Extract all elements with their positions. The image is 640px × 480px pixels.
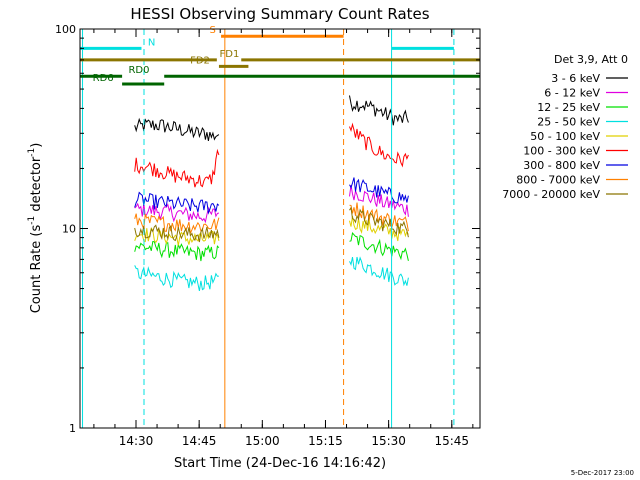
series-line-800-7000-kev-1 <box>134 213 220 235</box>
series-line-50-100-kev-2 <box>349 216 409 242</box>
legend-label-3-6-kev: 3 - 6 keV <box>551 72 600 85</box>
flag-label-rd0: RD0 <box>128 65 149 76</box>
flag-label-s: S <box>209 25 215 36</box>
series-layer <box>134 95 409 292</box>
date-stamp: 5-Dec-2017 23:00 <box>571 469 634 477</box>
x-tick-label: 15:30 <box>371 434 406 448</box>
legend-title: Det 3,9, Att 0 <box>554 53 628 66</box>
x-tick-label: 15:15 <box>308 434 343 448</box>
flag-label-fd1: FD1 <box>220 49 240 60</box>
plot-frame <box>79 28 481 429</box>
series-line-7000-20000-kev-1 <box>134 224 220 243</box>
y-tick-label: 10 <box>62 223 76 236</box>
series-line-12-25-kev-1 <box>134 240 220 262</box>
legend-label-100-300-kev: 100 - 300 keV <box>523 145 600 158</box>
flag-label-fd2: FD2 <box>190 55 210 66</box>
series-line-300-800-kev-2 <box>349 177 409 204</box>
series-line-6-12-kev-1 <box>134 202 220 224</box>
legend-label-7000-20000-kev: 7000 - 20000 keV <box>502 188 600 201</box>
legend-label-25-50-kev: 25 - 50 keV <box>537 116 600 129</box>
series-line-100-300-kev-2 <box>349 122 409 168</box>
y-tick-label: 1 <box>69 422 76 435</box>
x-tick-label: 15:45 <box>434 434 469 448</box>
flag-bars-layer: N S FD1 FD2 RD0 RD6 <box>80 25 480 86</box>
x-axis-label: Start Time (24-Dec-16 14:16:42) <box>174 456 386 471</box>
legend-label-12-25-kev: 12 - 25 keV <box>537 101 600 114</box>
y-axis-label: Count Rate (s-1 detector-1) <box>27 143 44 314</box>
series-line-12-25-kev-2 <box>349 232 409 262</box>
series-line-3-6-kev-1 <box>134 117 220 141</box>
flag-label-rd6: RD6 <box>93 73 114 84</box>
series-line-100-300-kev-1 <box>134 148 220 188</box>
legend-label-300-800-kev: 300 - 800 keV <box>523 159 600 172</box>
series-line-6-12-kev-2 <box>349 185 409 217</box>
x-tick-label: 14:45 <box>182 434 217 448</box>
series-line-300-800-kev-1 <box>134 191 220 215</box>
chart-title: HESSI Observing Summary Count Rates <box>130 5 429 23</box>
series-line-7000-20000-kev-2 <box>349 206 409 238</box>
legend-label-6-12-kev: 6 - 12 keV <box>544 87 600 100</box>
legend-label-800-7000-kev: 800 - 7000 keV <box>516 174 600 187</box>
y-tick-label: 100 <box>55 23 76 36</box>
legend-label-50-100-kev: 50 - 100 keV <box>530 130 600 143</box>
axes-layer: 1 10 100 14:30 14:45 15:00 15:15 15:30 15:45 <box>55 23 480 448</box>
series-line-25-50-kev-1 <box>134 265 219 292</box>
series-line-25-50-kev-2 <box>349 256 409 287</box>
series-line-3-6-kev-2 <box>349 95 409 126</box>
x-tick-label: 14:30 <box>119 434 154 448</box>
flag-label-n: N <box>148 37 155 48</box>
x-tick-label: 15:00 <box>245 434 280 448</box>
